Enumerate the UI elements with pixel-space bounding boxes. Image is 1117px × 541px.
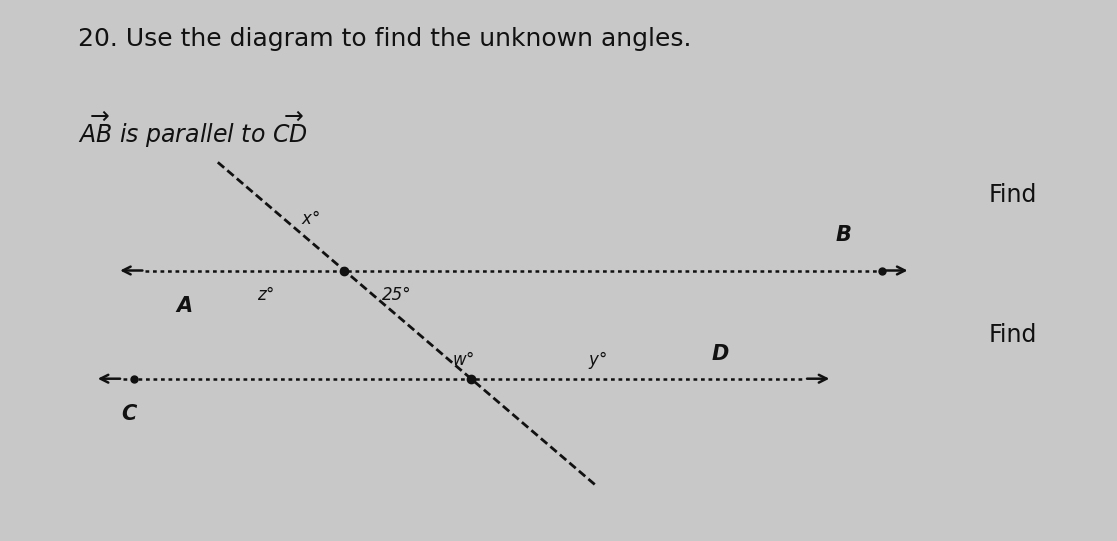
Text: C: C <box>121 404 136 424</box>
Text: 20. Use the diagram to find the unknown angles.: 20. Use the diagram to find the unknown … <box>78 27 691 51</box>
Text: $z$°: $z$° <box>257 286 275 304</box>
Text: 25°: 25° <box>382 286 411 304</box>
Text: $y$°: $y$° <box>588 349 608 371</box>
Text: $x$°: $x$° <box>300 210 321 228</box>
Text: B: B <box>836 226 851 245</box>
Text: $\overrightarrow{AB}$ is parallel to $\overrightarrow{CD}$: $\overrightarrow{AB}$ is parallel to $\o… <box>78 110 308 150</box>
Text: Find: Find <box>989 183 1037 207</box>
Text: A: A <box>176 296 192 315</box>
Text: Find: Find <box>989 324 1037 347</box>
Text: $w$°: $w$° <box>452 351 475 369</box>
Text: D: D <box>712 345 729 364</box>
